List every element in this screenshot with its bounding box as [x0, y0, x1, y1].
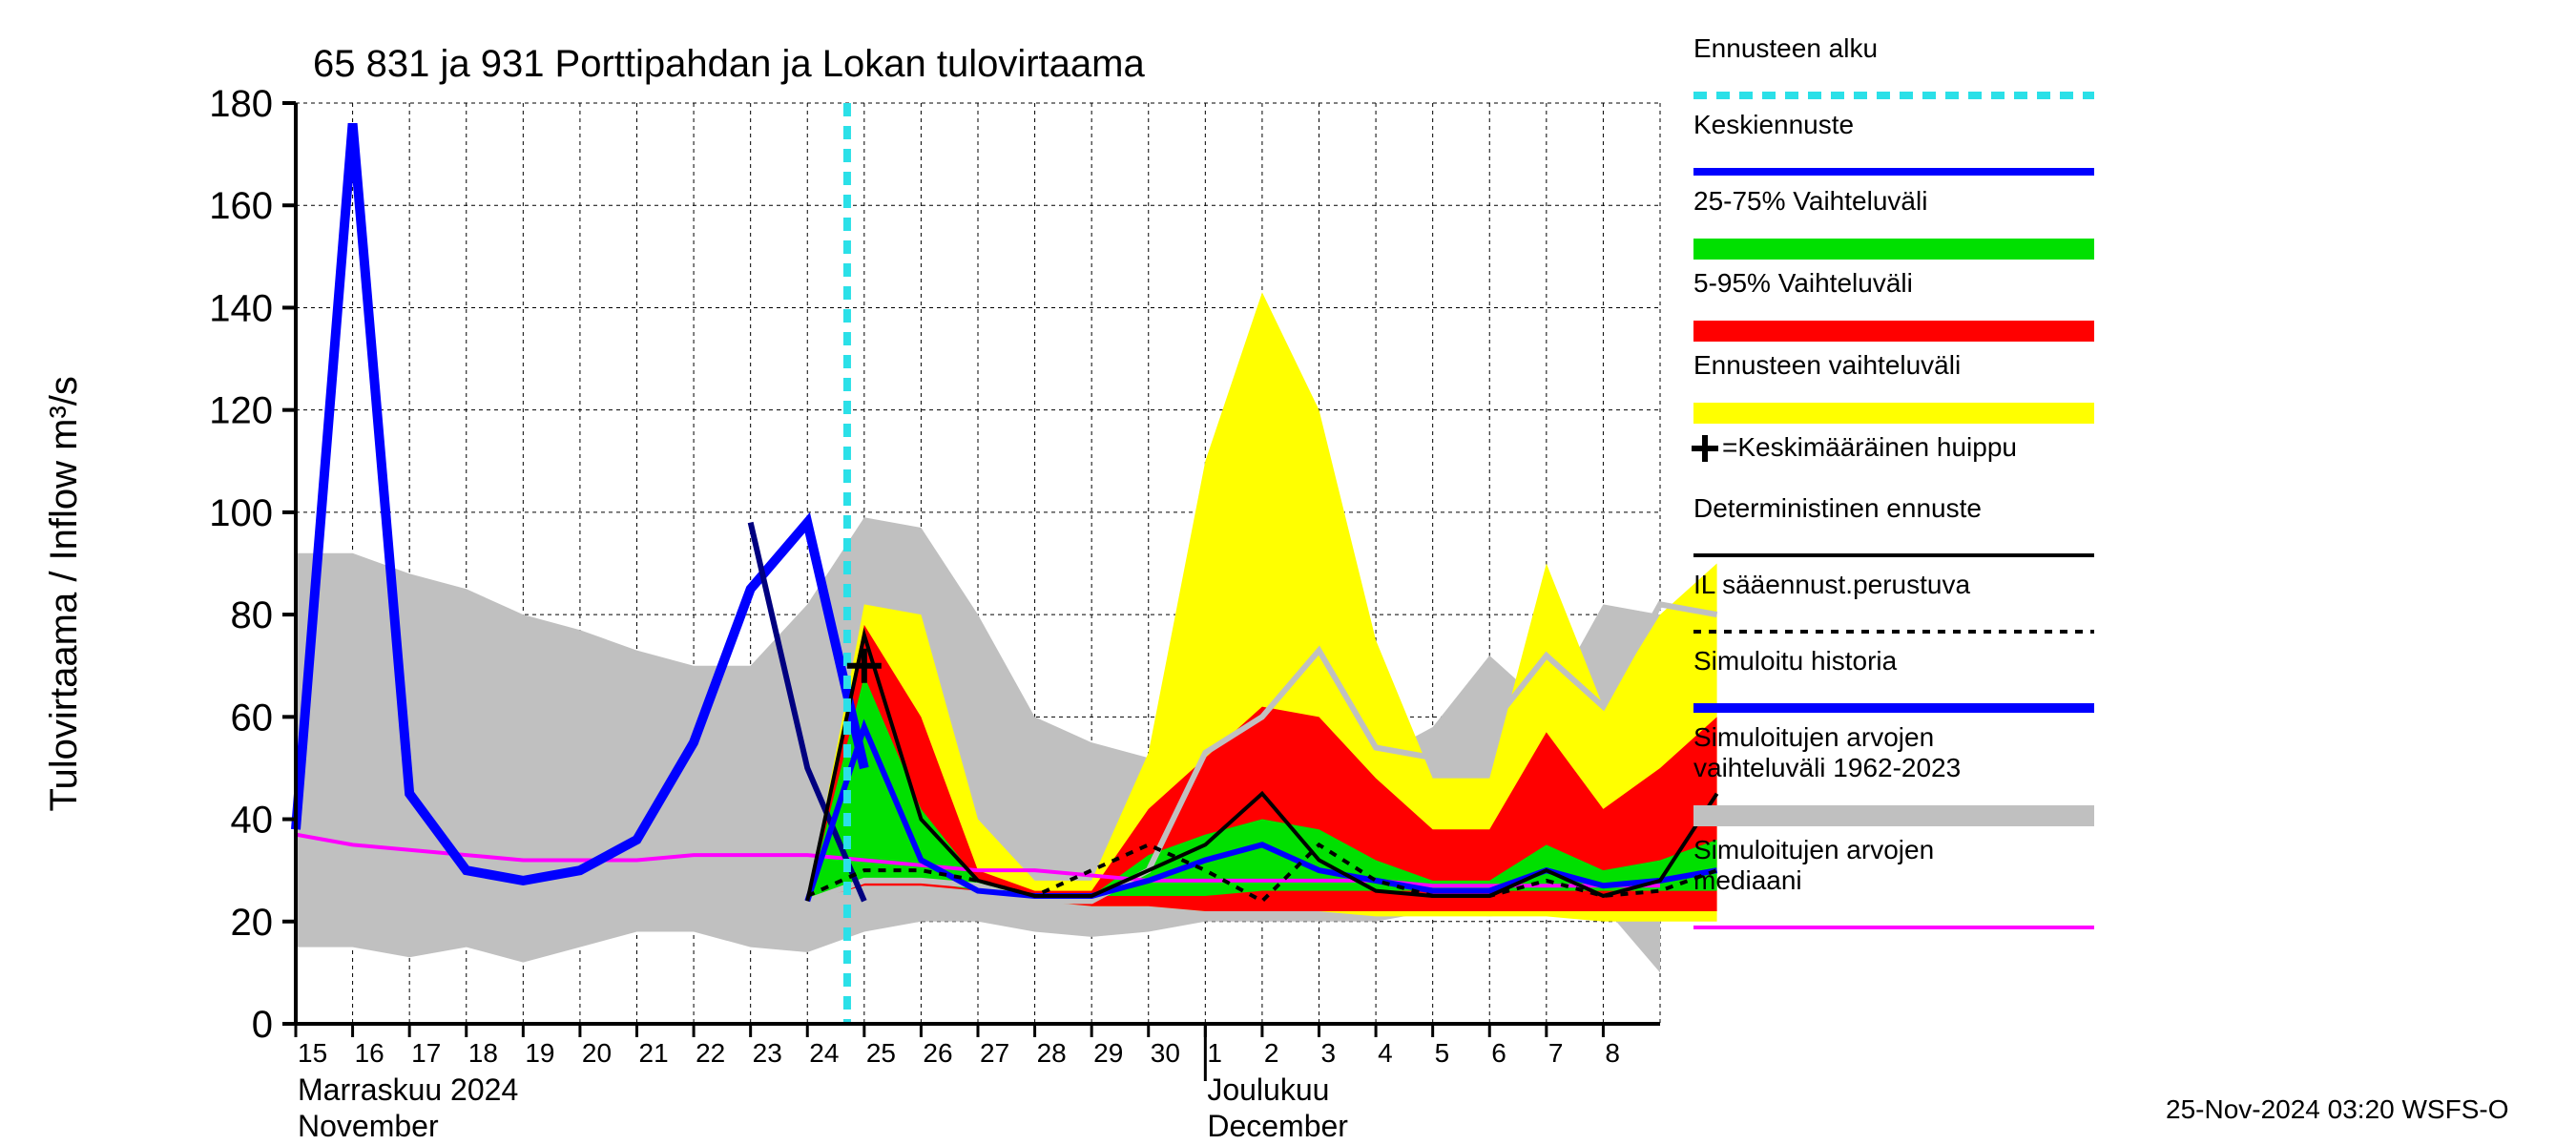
svg-text:Ennusteen alku: Ennusteen alku: [1693, 33, 1878, 63]
svg-text:2: 2: [1264, 1038, 1279, 1068]
svg-text:November: November: [298, 1109, 439, 1143]
svg-text:Simuloitujen arvojenvaihteluvä: Simuloitujen arvojenvaihteluväli 1962-20…: [1693, 722, 1961, 782]
svg-text:25: 25: [866, 1038, 896, 1068]
svg-text:100: 100: [209, 492, 273, 534]
svg-text:20: 20: [582, 1038, 612, 1068]
svg-text:30: 30: [1151, 1038, 1180, 1068]
svg-text:5: 5: [1435, 1038, 1450, 1068]
svg-text:29: 29: [1093, 1038, 1123, 1068]
svg-text:3: 3: [1321, 1038, 1337, 1068]
svg-text:23: 23: [753, 1038, 782, 1068]
svg-text:December: December: [1207, 1109, 1348, 1143]
svg-text:28: 28: [1037, 1038, 1067, 1068]
chart-container: 0204060801001201401601801516171819202122…: [0, 0, 2576, 1145]
svg-text:Marraskuu 2024: Marraskuu 2024: [298, 1072, 518, 1107]
svg-text:19: 19: [525, 1038, 554, 1068]
svg-text:20: 20: [231, 902, 274, 944]
svg-text:Ennusteen vaihteluväli: Ennusteen vaihteluväli: [1693, 350, 1961, 380]
svg-text:0: 0: [252, 1004, 273, 1046]
svg-text:IL sääennust.perustuva: IL sääennust.perustuva: [1693, 570, 1970, 599]
svg-text:80: 80: [231, 594, 274, 636]
inflow-chart: 0204060801001201401601801516171819202122…: [0, 0, 2576, 1145]
svg-text:1: 1: [1207, 1038, 1222, 1068]
chart-title: 65 831 ja 931 Porttipahdan ja Lokan tulo…: [313, 43, 1145, 85]
svg-text:Deterministinen ennuste: Deterministinen ennuste: [1693, 493, 1982, 523]
svg-text:6: 6: [1491, 1038, 1506, 1068]
svg-text:60: 60: [231, 697, 274, 739]
svg-text:27: 27: [980, 1038, 1009, 1068]
svg-text:8: 8: [1605, 1038, 1620, 1068]
svg-text:25-75% Vaihteluväli: 25-75% Vaihteluväli: [1693, 186, 1927, 216]
svg-text:4: 4: [1378, 1038, 1393, 1068]
timestamp: 25-Nov-2024 03:20 WSFS-O: [2166, 1094, 2509, 1124]
svg-text:=Keskimääräinen huippu: =Keskimääräinen huippu: [1722, 432, 2017, 462]
svg-text:Simuloitu historia: Simuloitu historia: [1693, 646, 1898, 676]
svg-text:17: 17: [411, 1038, 441, 1068]
svg-text:Joulukuu: Joulukuu: [1207, 1072, 1329, 1107]
svg-text:26: 26: [923, 1038, 952, 1068]
svg-text:140: 140: [209, 287, 273, 329]
svg-text:40: 40: [231, 800, 274, 842]
svg-text:18: 18: [468, 1038, 498, 1068]
svg-text:180: 180: [209, 83, 273, 125]
svg-text:24: 24: [809, 1038, 839, 1068]
svg-text:5-95% Vaihteluväli: 5-95% Vaihteluväli: [1693, 268, 1913, 298]
svg-text:Keskiennuste: Keskiennuste: [1693, 110, 1854, 139]
svg-text:7: 7: [1548, 1038, 1564, 1068]
svg-text:120: 120: [209, 390, 273, 432]
svg-text:22: 22: [696, 1038, 725, 1068]
svg-text:16: 16: [355, 1038, 384, 1068]
svg-text:160: 160: [209, 185, 273, 227]
svg-text:21: 21: [639, 1038, 669, 1068]
svg-text:15: 15: [298, 1038, 327, 1068]
y-axis-label: Tulovirtaama / Inflow m³/s: [43, 376, 85, 811]
